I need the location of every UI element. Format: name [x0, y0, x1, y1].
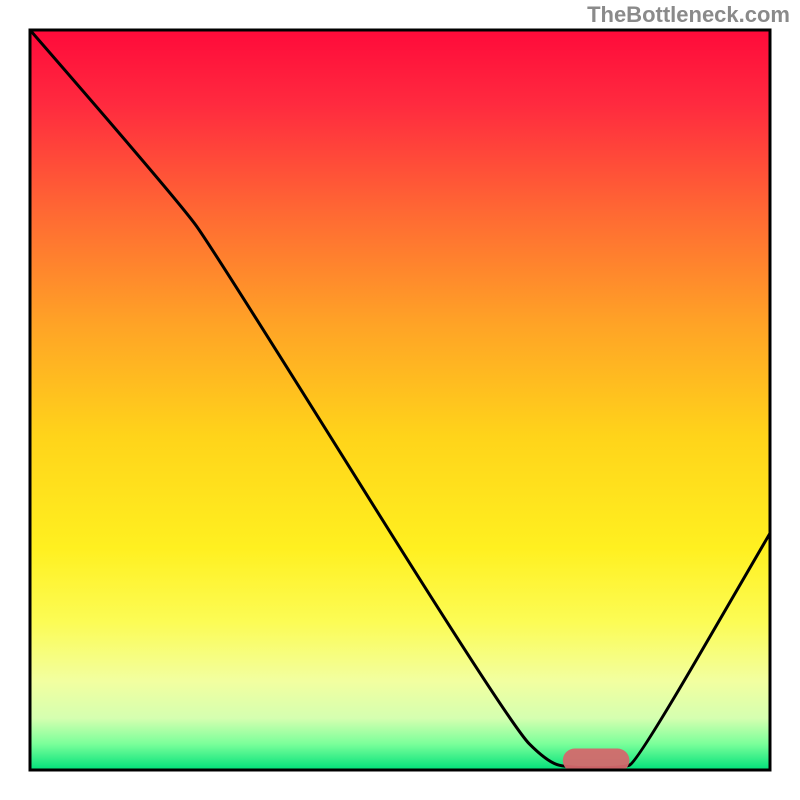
plot-background	[30, 30, 770, 770]
bottleneck-curve-chart	[0, 0, 800, 800]
watermark-text: TheBottleneck.com	[587, 2, 790, 28]
chart-container: TheBottleneck.com	[0, 0, 800, 800]
